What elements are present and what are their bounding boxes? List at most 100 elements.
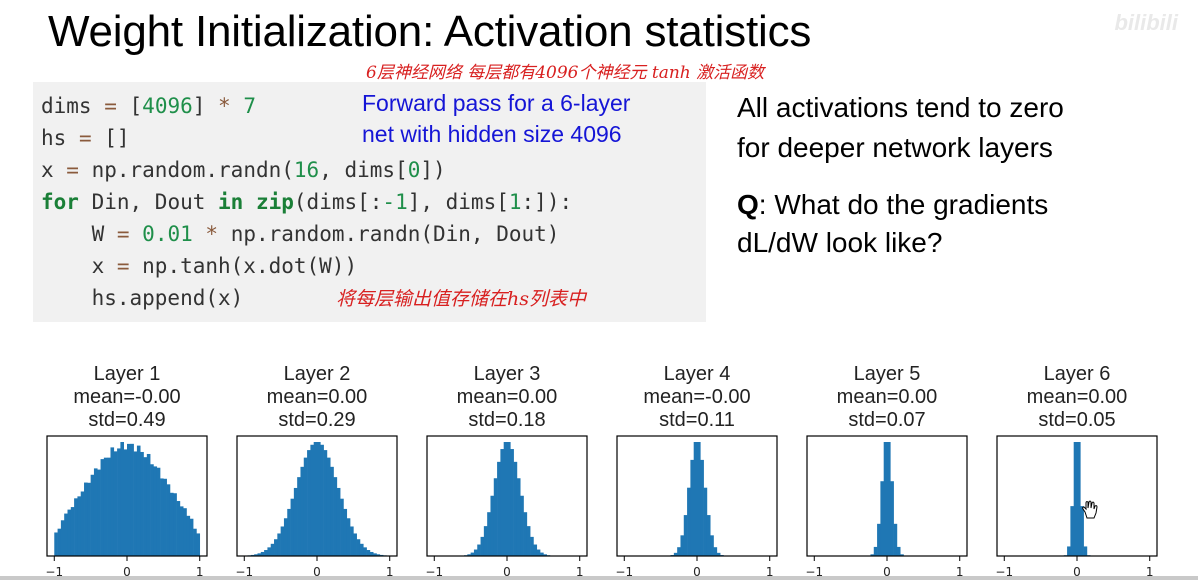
histogram-bar <box>183 508 187 556</box>
x-tick-label: 0 <box>503 565 511 576</box>
histogram-bar <box>366 550 371 556</box>
code-token: 0 <box>407 158 421 182</box>
histogram-bar <box>313 442 318 556</box>
histogram-bar <box>490 495 495 556</box>
histogram-bar <box>57 528 62 556</box>
histogram-bar <box>340 498 344 556</box>
histogram-bar <box>123 449 128 556</box>
code-token: for <box>41 190 79 214</box>
code-block: dims = [4096] * 7 hs = [] x = np.random.… <box>33 82 706 322</box>
histogram-bar <box>493 478 498 556</box>
histogram-bar <box>500 449 504 556</box>
slide-title: Weight Initialization: Activation statis… <box>48 7 812 56</box>
histogram-bar <box>359 543 364 556</box>
x-tick-label: 1 <box>196 565 204 576</box>
chart-mean-label: mean=0.00 <box>457 386 558 408</box>
histogram-bar <box>310 444 314 556</box>
code-token: dims <box>41 94 105 118</box>
histogram-bar <box>277 533 281 556</box>
histogram-bar <box>467 554 471 556</box>
histogram-bar <box>473 549 478 556</box>
chart-mean-label: mean=-0.00 <box>73 386 180 408</box>
code-token <box>231 94 244 118</box>
histogram-bar <box>84 482 88 556</box>
histogram-bar <box>533 544 538 556</box>
histogram-bar <box>283 518 288 556</box>
histogram-bar <box>683 515 688 556</box>
x-tick-label: 1 <box>766 565 774 576</box>
code-token: (dims[: <box>293 190 383 214</box>
code-token: [ <box>116 94 143 118</box>
histogram-bar <box>893 523 898 556</box>
histogram-bar <box>307 450 311 556</box>
code-token <box>243 190 256 214</box>
chart-title: Layer 1 <box>94 363 161 385</box>
histogram-bar <box>713 547 718 556</box>
histogram-bar <box>186 515 191 556</box>
histogram-bar <box>1073 442 1078 556</box>
histogram-bar <box>483 526 488 556</box>
chart-std-label: std=0.07 <box>848 409 925 431</box>
chart-std-label: std=0.29 <box>278 409 355 431</box>
histogram-bar <box>363 547 367 556</box>
histogram-bar <box>687 487 691 556</box>
x-tick-label: −1 <box>995 565 1013 576</box>
chart-title: Layer 3 <box>474 363 541 385</box>
x-tick-label: 0 <box>693 565 701 576</box>
code-token: = <box>116 254 130 278</box>
question-text: Q: What do the gradients dL/dW look like… <box>737 186 1048 262</box>
histogram-bar <box>93 468 98 556</box>
histogram-bar <box>97 469 101 556</box>
code-token: 7 <box>243 94 257 118</box>
x-tick-label: −1 <box>615 565 633 576</box>
x-tick-label: 1 <box>386 565 394 576</box>
bottom-divider <box>0 576 1198 580</box>
histogram-bar <box>254 554 258 556</box>
histogram-bar <box>900 554 904 556</box>
histogram-bar <box>303 457 308 556</box>
histogram-bar <box>163 478 167 556</box>
histogram-bar <box>690 459 694 556</box>
code-token: 0.01 <box>142 222 193 246</box>
x-tick-label: 1 <box>1146 565 1154 576</box>
question-line-2: dL/dW look like? <box>737 227 943 258</box>
code-token: * <box>218 94 231 118</box>
histogram-bar <box>300 466 305 556</box>
histogram-bar <box>870 554 875 556</box>
histogram-bar <box>113 451 118 556</box>
code-token: 16 <box>293 158 320 182</box>
code-token: -1 <box>382 190 408 214</box>
histogram-bar <box>1067 546 1071 556</box>
histogram-bar <box>353 533 357 556</box>
histogram-bar <box>74 498 78 556</box>
histogram-bar <box>510 449 514 556</box>
code-token: Din, Dout <box>78 190 219 214</box>
code-token: ] <box>192 94 219 118</box>
histogram-bar <box>673 552 678 556</box>
histogram-bar <box>196 533 201 556</box>
histogram-bar <box>100 459 105 556</box>
hand-cursor-icon <box>1082 500 1098 519</box>
code-token: zip <box>255 190 294 214</box>
chart-mean-label: mean=0.00 <box>837 386 938 408</box>
histogram-bar <box>110 447 115 556</box>
histogram-bar <box>77 496 82 556</box>
histogram-bar <box>680 535 685 556</box>
chart-title: Layer 6 <box>1044 363 1111 385</box>
histogram-bar <box>710 535 714 556</box>
handwritten-note-bottom: 将每层输出值存储在hs列表中 <box>336 288 586 310</box>
histogram-bar <box>120 442 124 556</box>
histogram-bar <box>153 466 158 556</box>
code-token: x <box>41 254 117 278</box>
histogram-bar <box>706 515 711 556</box>
histogram-bar <box>267 547 272 556</box>
histogram-bar <box>160 478 164 556</box>
histogram-bar <box>326 457 331 556</box>
code-annotation-line-1: Forward pass for a 6-layer <box>362 90 631 116</box>
histogram-bar <box>516 478 521 556</box>
histogram-bar <box>540 552 544 556</box>
x-tick-label: 0 <box>123 565 131 576</box>
histogram-bar <box>497 461 501 556</box>
histogram-bar <box>536 549 541 556</box>
histogram-bar <box>130 443 134 556</box>
